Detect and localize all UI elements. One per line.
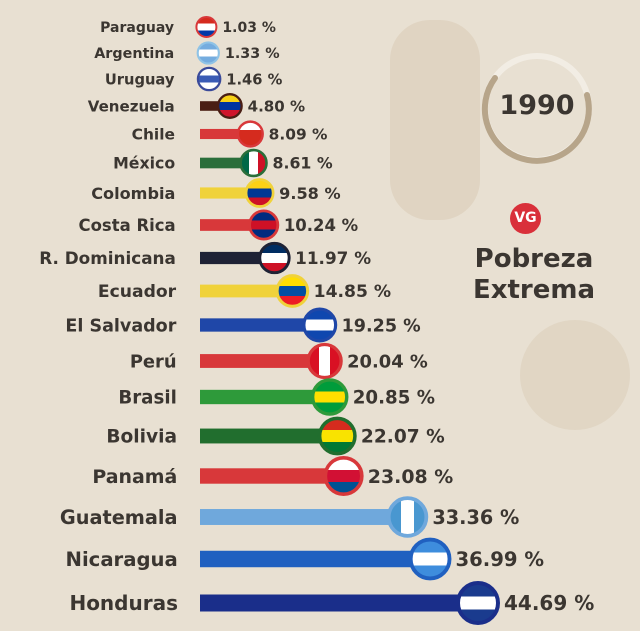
value-label: 22.07 % xyxy=(361,427,445,448)
category-label: Honduras xyxy=(69,591,178,615)
bar xyxy=(200,318,320,332)
category-label: Paraguay xyxy=(100,20,174,36)
category-label: Panamá xyxy=(92,466,177,488)
bar xyxy=(200,389,330,405)
value-label: 1.03 % xyxy=(222,20,275,36)
bar xyxy=(200,284,293,298)
bar xyxy=(200,428,338,444)
category-label: Nicaragua xyxy=(66,548,178,571)
bar xyxy=(200,251,275,265)
category-label: Uruguay xyxy=(105,71,175,88)
value-label: 8.61 % xyxy=(273,154,333,173)
value-label: 4.80 % xyxy=(248,97,305,115)
value-label: 8.09 % xyxy=(269,126,328,144)
bar xyxy=(200,509,408,525)
category-label: R. Dominicana xyxy=(39,248,176,268)
flag-icon-r-dominicana xyxy=(258,241,291,275)
category-label: Argentina xyxy=(94,46,174,62)
category-label: El Salvador xyxy=(65,316,176,336)
flag-icon-m-xico xyxy=(239,148,268,178)
category-label: Colombia xyxy=(91,184,175,203)
year-label: 1990 xyxy=(499,90,575,121)
value-label: 20.85 % xyxy=(353,388,435,409)
flag-icon-costa-rica xyxy=(248,209,280,241)
flag-icon-venezuela xyxy=(216,93,243,119)
bar xyxy=(200,157,254,169)
value-label: 19.25 % xyxy=(342,316,421,336)
category-label: Ecuador xyxy=(98,282,177,302)
title-line-1: Pobreza xyxy=(474,244,594,274)
flag-icon-uruguay xyxy=(196,66,222,92)
year-ring-progress xyxy=(481,75,592,164)
category-label: Costa Rica xyxy=(79,216,176,235)
flag-icon-bolivia xyxy=(317,416,357,456)
vg-logo: VG xyxy=(510,203,541,234)
bar xyxy=(200,550,431,568)
category-label: Guatemala xyxy=(60,506,178,529)
category-label: Venezuela xyxy=(88,97,175,115)
flag-icon-brasil xyxy=(310,378,349,416)
flag-icon-nicaragua xyxy=(408,537,452,581)
value-label: 20.04 % xyxy=(347,351,428,372)
bar xyxy=(200,128,251,140)
category-label: México xyxy=(113,154,175,173)
bar xyxy=(200,187,260,199)
value-label: 1.33 % xyxy=(225,46,280,62)
value-label: 44.69 % xyxy=(504,591,594,615)
value-label: 14.85 % xyxy=(314,282,391,302)
flag-icon-honduras xyxy=(456,581,500,625)
bar xyxy=(200,594,478,612)
flag-icon-guatemala xyxy=(386,496,429,538)
value-label: 1.46 % xyxy=(226,71,282,88)
flag-icon-ecuador xyxy=(275,274,310,308)
flag-icon-colombia xyxy=(244,178,275,208)
value-label: 23.08 % xyxy=(368,466,453,488)
category-label: Chile xyxy=(132,126,175,144)
flag-icon-paraguay xyxy=(195,16,218,38)
flag-icon-chile xyxy=(236,120,264,148)
background-figure xyxy=(390,20,480,220)
value-label: 11.97 % xyxy=(295,248,371,268)
bar xyxy=(200,101,230,111)
flag-icon-panam- xyxy=(323,455,364,497)
category-label: Brasil xyxy=(118,388,177,409)
chart-title: Pobreza Extrema xyxy=(452,244,616,306)
bar xyxy=(200,468,344,484)
title-line-2: Extrema xyxy=(472,275,596,305)
value-label: 10.24 % xyxy=(284,216,358,235)
category-label: Perú xyxy=(130,351,177,372)
value-label: 9.58 % xyxy=(279,184,341,203)
background-figure xyxy=(520,320,630,430)
bar xyxy=(200,219,264,231)
bar xyxy=(200,354,325,368)
value-label: 33.36 % xyxy=(432,506,519,529)
flag-icon-argentina xyxy=(196,41,220,65)
flag-icon-el-salvador xyxy=(302,307,338,343)
flag-icon-per- xyxy=(306,342,343,380)
category-label: Bolivia xyxy=(106,427,177,448)
value-label: 36.99 % xyxy=(456,548,545,571)
